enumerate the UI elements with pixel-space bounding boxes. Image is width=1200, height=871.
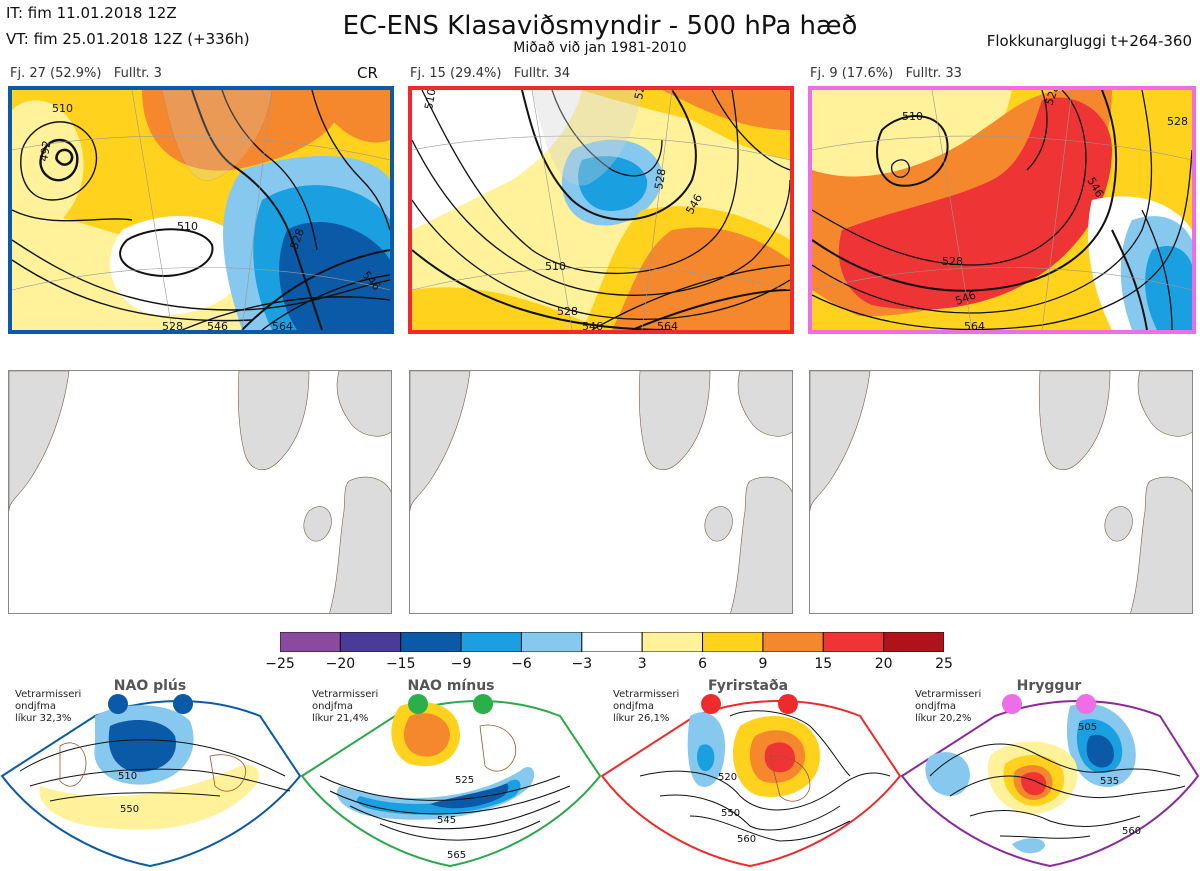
regime-1-map: 510 550 — [0, 694, 302, 868]
regime-contour-label: 565 — [447, 850, 466, 861]
empty-map-2 — [409, 370, 793, 614]
page-subtitle: Miðað við jan 1981-2010 — [513, 40, 687, 56]
colorbar-swatch — [460, 632, 522, 652]
page-title: EC-ENS Klasaviðsmyndir - 500 hPa hæð — [342, 11, 858, 41]
classification-window: Flokkunargluggi t+264-360 — [986, 32, 1192, 50]
contour-label: 510 — [422, 90, 438, 111]
colorbar-swatch — [883, 632, 944, 652]
colorbar-tick-label: 25 — [935, 656, 953, 672]
regime-contour-label: 510 — [118, 771, 137, 782]
contour-label: 492 — [37, 140, 53, 163]
cluster-2-label: Fj. 15 (29.4%) Fulltr. 34 — [410, 66, 570, 81]
regime-contour-label: 560 — [737, 834, 756, 845]
contour-label: 564 — [272, 320, 293, 330]
cluster-1-percent: Fj. 27 (52.9%) — [10, 66, 102, 81]
regime-1-name: NAO plús — [113, 678, 187, 694]
contour-label: 528 — [942, 255, 963, 268]
regime-4-name: Hryggur — [1016, 678, 1082, 694]
colorbar-tick-label: 6 — [698, 656, 708, 672]
cluster-3-label: Fj. 9 (17.6%) Fulltr. 33 — [810, 66, 962, 81]
colorbar-swatch — [280, 632, 341, 652]
regime-2-info: Vetrarmisseri ondjfma líkur 21,4% — [312, 689, 379, 724]
regime-1-info: Vetrarmisseri ondjfma líkur 32,3% — [15, 689, 82, 724]
regime-contour-label: 560 — [1122, 826, 1141, 837]
contour-label: 528 — [1167, 115, 1188, 128]
contour-label: 564 — [657, 320, 678, 330]
cluster-3-map: 510 528 546 528 546 564 528 — [808, 86, 1196, 334]
regime-2-map: 525 545 565 — [300, 694, 602, 868]
cluster-1-tag: CR — [357, 64, 378, 82]
contour-label: 528 — [162, 320, 183, 330]
colorbar-tick-label: −9 — [450, 656, 472, 672]
colorbar-tick-label: 20 — [874, 656, 893, 672]
empty-map-1 — [8, 370, 392, 614]
cluster-2-percent: Fj. 15 (29.4%) — [410, 66, 502, 81]
regime-3-name: Fyrirstaða — [707, 678, 789, 694]
contour-label: 546 — [582, 320, 603, 330]
colorbar-tick-label: −15 — [385, 656, 416, 672]
cluster-1-label: Fj. 27 (52.9%) Fulltr. 3 — [10, 66, 162, 81]
cluster-3-percent: Fj. 9 (17.6%) — [810, 66, 894, 81]
regime-3-map: 520 550 560 — [600, 694, 902, 868]
contour-label: 528 — [632, 90, 648, 101]
regime-contour-label: 520 — [718, 772, 737, 783]
regime-contour-label: 550 — [120, 804, 139, 815]
cluster-1-map: 510 510 528 546 528 546 564 492 — [8, 86, 394, 334]
colorbar-tick-label: −20 — [325, 656, 356, 672]
regime-contour-label: 550 — [721, 808, 740, 819]
cluster-2-rep: Fulltr. 34 — [513, 66, 571, 81]
colorbar-swatch — [400, 632, 462, 652]
colorbar-tick-label: −6 — [511, 656, 532, 672]
regime-contour-label: 505 — [1078, 722, 1097, 733]
regime-row: 510 550 525 545 565 — [0, 676, 1200, 871]
regime-contour-label: 535 — [1100, 776, 1119, 787]
colorbar-tick-label: −25 — [265, 656, 295, 672]
colorbar-tick-label: 15 — [814, 656, 833, 672]
regime-4-info: Vetrarmisseri ondjfma líkur 20,2% — [915, 689, 982, 724]
contour-label: 564 — [964, 320, 985, 330]
contour-label: 510 — [545, 260, 566, 273]
colorbar-swatch — [581, 632, 643, 652]
regime-contour-label: 525 — [455, 775, 474, 786]
contour-label: 510 — [902, 110, 923, 123]
regime-4-map: 505 535 560 — [900, 694, 1200, 868]
valid-time: VT: fim 25.01.2018 12Z (+336h) — [6, 30, 250, 48]
colorbar-swatch — [822, 632, 885, 652]
empty-map-3 — [809, 370, 1193, 614]
cluster-1-rep: Fulltr. 3 — [113, 66, 162, 81]
contour-label: 528 — [557, 305, 578, 318]
colorbar-tick-label: −3 — [571, 656, 593, 672]
colorbar-swatch — [339, 632, 402, 652]
cluster-3-rep: Fulltr. 33 — [905, 66, 962, 81]
cluster-2-map: 510 528 546 528 546 564 510 528 — [408, 86, 794, 334]
regime-2-name: NAO mínus — [407, 678, 495, 694]
initial-time: IT: fim 11.01.2018 12Z — [6, 4, 177, 22]
colorbar-tick-label: 9 — [758, 656, 768, 672]
colorbar-tick-label: 3 — [637, 656, 647, 672]
colorbar-swatch — [762, 632, 824, 652]
regime-contour-label: 545 — [437, 815, 456, 826]
contour-label: 510 — [177, 220, 198, 233]
colorbar-swatch — [520, 632, 583, 652]
colorbar-swatch — [641, 632, 704, 652]
contour-label: 528 — [652, 168, 668, 191]
regime-3-info: Vetrarmisseri ondjfma líkur 26,1% — [613, 689, 680, 724]
contour-label: 546 — [207, 320, 228, 330]
colorbar-swatches — [280, 632, 944, 652]
colorbar-swatch — [702, 632, 764, 652]
colorbar — [280, 632, 944, 652]
contour-label: 510 — [52, 102, 73, 115]
